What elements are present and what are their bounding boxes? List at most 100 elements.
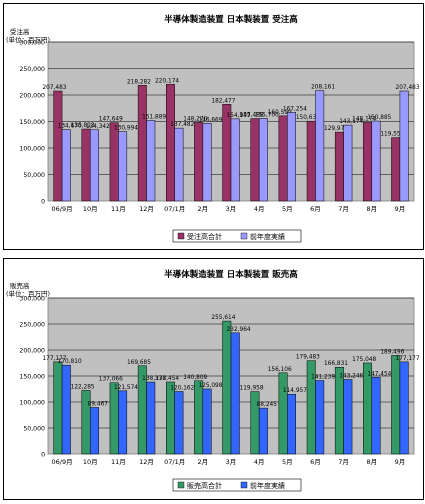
bar-current [194,122,204,202]
data-label: 88,245 [257,402,278,408]
bar-current [53,90,63,202]
y-tick-label: 200,000 [19,93,45,100]
x-tick-label: 6月 [310,458,321,466]
data-label: 154,947 [227,113,251,119]
data-label: 122,285 [71,384,95,390]
x-tick-label: 8月 [366,205,377,213]
bar-previous [174,391,184,455]
legend-swatch [177,481,185,489]
data-label: 182,477 [211,98,235,104]
data-label: 220,174 [155,78,179,84]
data-label: 125,098 [198,383,222,389]
bar-previous [287,112,297,202]
x-tick-label: 4月 [254,458,265,466]
x-tick-label: 8月 [366,458,377,466]
data-label: 148,270 [183,116,207,122]
legend-swatch [177,232,185,240]
data-label: 160,599 [268,110,292,116]
data-label: 141,239 [311,375,335,381]
bar-previous [371,377,381,455]
x-tick-label: 9月 [395,205,406,213]
data-label: 150,632 [296,115,320,121]
x-tick-label: 3月 [226,458,237,466]
data-label: 150,885 [367,115,391,121]
bar-current [334,131,344,202]
data-label: 137,482 [170,122,194,128]
bar-current [250,391,260,455]
chart-title: 半導体製造装置 日本製装置 受注高 [164,14,298,25]
data-label: 148,174 [352,116,376,122]
data-label: 89,467 [88,401,109,407]
bar-previous [371,120,381,202]
data-label: 177,177 [396,356,420,362]
y-axis-unit: (単位：百万円) [6,35,50,44]
data-label: 147,649 [99,117,123,123]
bar-previous [174,127,184,202]
bar-previous [399,90,409,202]
x-tick-label: 10月 [83,205,98,213]
x-tick-label: 4月 [254,205,265,213]
bar-current [109,382,119,455]
y-tick-label: 0 [41,452,45,459]
bar-previous [343,124,353,202]
x-tick-label: 6月 [310,205,321,213]
data-label: 135,813 [71,123,95,129]
y-tick-label: 150,000 [19,374,45,381]
bar-previous [258,407,268,455]
data-label: 119,551 [380,132,404,138]
bar-previous [230,118,240,202]
bar-current [53,361,63,455]
data-label: 255,614 [211,315,235,321]
bar-current [391,137,401,202]
x-tick-label: 06/9月 [52,205,73,213]
data-label: 208,161 [311,85,335,91]
bar-current [109,122,119,202]
data-label: 129,974 [324,126,348,132]
y-tick-label: 50,000 [23,172,45,179]
bar-current [278,372,288,455]
bar-current [278,115,288,202]
y-tick-label: 0 [41,199,45,206]
data-label: 137,066 [99,377,123,383]
legend-swatch [240,232,248,240]
data-label: 155,488 [240,113,264,119]
bar-previous [146,381,156,455]
bar-current [81,390,91,455]
bar-previous [287,393,297,455]
bar-previous [61,364,71,455]
x-tick-label: 9月 [395,458,406,466]
x-tick-label: 5月 [282,458,293,466]
y-tick-label: 300,000 [19,40,45,47]
x-tick-label: 07/1月 [164,205,185,213]
x-tick-label: 07/1月 [164,458,185,466]
x-tick-label: 12月 [139,458,154,466]
data-label: 143,246 [339,374,363,380]
data-label: 166,831 [324,361,348,367]
order-chart-panel: 半導体製造装置 日本製装置 受注高 受注高 (単位：百万円) 0 50,000 100,0… [3,3,424,250]
legend-label: 受注高合計 [187,232,222,241]
bar-previous [118,390,128,455]
data-label: 207,483 [396,85,420,91]
bar-current [391,355,401,455]
data-label: 134,670 [58,124,82,130]
data-label: 167,254 [283,106,307,112]
legend-box [172,229,302,243]
bar-previous [343,379,353,455]
data-label: 143,174 [339,119,363,125]
data-label: 138,377 [142,376,166,382]
y-tick-label: 50,000 [23,426,45,433]
x-tick-label: 10月 [83,458,98,466]
y-tick-label: 100,000 [19,146,45,153]
data-label: 134,342 [86,124,110,130]
bar-previous [61,129,71,202]
legend-swatch [240,481,248,489]
x-tick-label: 7月 [338,205,349,213]
data-label: 130,994 [114,126,138,132]
legend-label: 前年度実績 [250,481,285,490]
bar-previous [399,361,409,455]
x-tick-label: 12月 [139,205,154,213]
legend-label: 販売高合計 [187,481,222,490]
bar-current [137,85,147,202]
data-label: 189,496 [380,349,404,355]
